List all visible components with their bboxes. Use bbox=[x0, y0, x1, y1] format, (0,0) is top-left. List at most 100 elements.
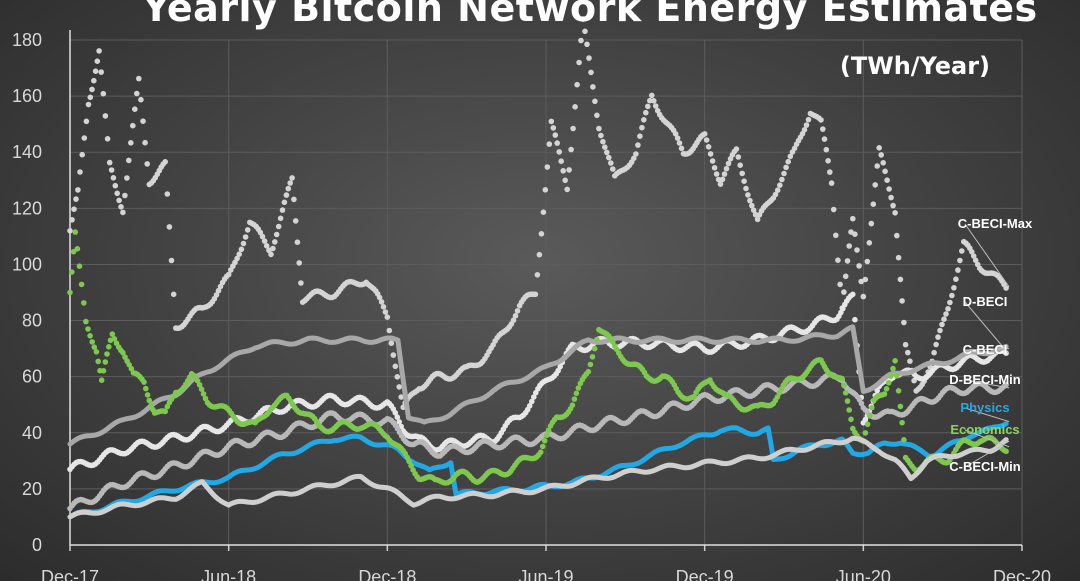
data-point bbox=[850, 291, 856, 298]
label-leader bbox=[964, 429, 1010, 448]
data-point bbox=[884, 177, 890, 183]
data-point bbox=[892, 210, 898, 216]
data-point bbox=[106, 344, 112, 350]
data-point bbox=[652, 103, 659, 109]
data-point bbox=[102, 113, 109, 119]
series-d-beci-min bbox=[67, 371, 1009, 512]
y-tick-label: 80 bbox=[22, 311, 42, 331]
data-point bbox=[870, 201, 877, 207]
data-point bbox=[844, 398, 851, 404]
data-point bbox=[943, 311, 949, 317]
data-point bbox=[587, 361, 594, 368]
data-point bbox=[578, 37, 584, 44]
data-point bbox=[376, 294, 383, 301]
data-point bbox=[270, 245, 276, 252]
label-leader bbox=[964, 301, 1010, 355]
data-point bbox=[546, 141, 553, 147]
data-point bbox=[589, 354, 596, 360]
data-point bbox=[240, 240, 247, 247]
data-point bbox=[643, 109, 649, 116]
data-point bbox=[590, 84, 596, 90]
series-label: D-BECI-Min bbox=[949, 372, 1021, 387]
data-point bbox=[106, 159, 113, 166]
data-point bbox=[890, 202, 896, 209]
data-point bbox=[164, 191, 171, 197]
data-point bbox=[858, 400, 865, 407]
y-tick-label: 100 bbox=[12, 254, 42, 274]
data-point bbox=[841, 289, 847, 295]
data-point bbox=[144, 392, 151, 398]
data-point bbox=[74, 246, 81, 252]
data-point bbox=[568, 146, 574, 153]
data-point bbox=[536, 251, 543, 258]
data-point bbox=[835, 257, 841, 264]
data-point bbox=[941, 316, 947, 323]
x-tick-label: Jun-20 bbox=[836, 567, 891, 581]
gridlines bbox=[69, 39, 1023, 546]
data-point bbox=[878, 152, 884, 158]
data-point bbox=[76, 263, 83, 270]
data-point bbox=[717, 181, 724, 187]
data-point bbox=[852, 316, 858, 323]
data-point bbox=[741, 178, 747, 184]
data-point bbox=[820, 126, 826, 132]
data-point bbox=[538, 231, 545, 237]
data-point bbox=[901, 319, 907, 326]
data-point bbox=[862, 430, 869, 436]
data-point bbox=[785, 158, 791, 165]
data-point bbox=[864, 258, 871, 265]
data-point bbox=[283, 192, 290, 198]
data-point bbox=[89, 339, 95, 345]
data-point bbox=[842, 390, 849, 396]
data-point bbox=[890, 365, 896, 372]
data-point bbox=[604, 149, 610, 156]
data-point bbox=[892, 358, 898, 364]
data-point bbox=[136, 75, 142, 82]
data-point bbox=[580, 16, 586, 22]
data-point bbox=[868, 220, 875, 227]
data-point bbox=[947, 299, 953, 306]
data-point bbox=[585, 368, 592, 375]
data-point bbox=[588, 69, 594, 76]
data-point bbox=[951, 285, 957, 291]
data-point bbox=[114, 190, 120, 197]
data-point bbox=[138, 96, 144, 103]
data-point bbox=[388, 340, 395, 347]
data-point bbox=[296, 260, 303, 266]
data-point bbox=[531, 394, 537, 400]
data-point bbox=[548, 118, 555, 125]
data-point bbox=[77, 169, 83, 175]
data-point bbox=[238, 246, 245, 253]
data-point bbox=[703, 137, 710, 143]
data-point bbox=[557, 363, 563, 370]
data-point bbox=[888, 194, 894, 201]
data-point bbox=[935, 334, 941, 340]
data-point bbox=[198, 386, 205, 393]
data-point bbox=[289, 175, 295, 181]
data-point bbox=[146, 397, 153, 404]
data-point bbox=[215, 287, 222, 294]
series-layer bbox=[67, 16, 1009, 520]
x-tick-label: Dec-20 bbox=[993, 567, 1051, 581]
data-point bbox=[573, 390, 580, 397]
data-point bbox=[787, 153, 794, 160]
data-point bbox=[931, 349, 937, 356]
data-point bbox=[126, 157, 132, 164]
data-point bbox=[124, 175, 130, 181]
data-point bbox=[83, 318, 89, 325]
series-c-beci-max bbox=[67, 16, 1009, 411]
data-point bbox=[777, 182, 783, 188]
data-point bbox=[905, 349, 911, 356]
data-point bbox=[641, 117, 647, 123]
data-point bbox=[542, 187, 549, 193]
data-point bbox=[406, 458, 412, 465]
label-leader bbox=[964, 407, 1010, 423]
data-point bbox=[705, 144, 712, 150]
data-point bbox=[294, 239, 301, 245]
data-point bbox=[89, 86, 95, 93]
data-point bbox=[81, 135, 88, 141]
data-point bbox=[953, 276, 959, 283]
data-point bbox=[73, 196, 79, 202]
data-point bbox=[874, 163, 880, 169]
data-point bbox=[285, 185, 292, 192]
